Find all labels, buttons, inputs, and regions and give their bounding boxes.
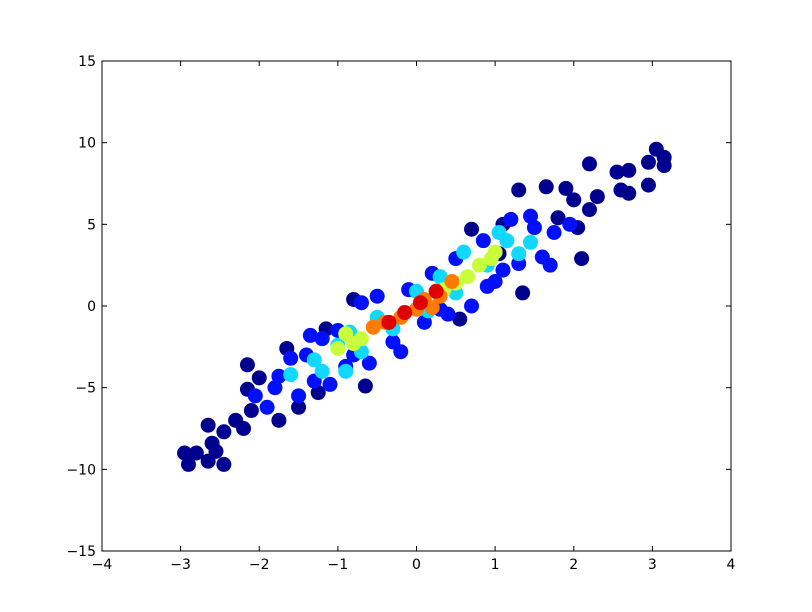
point — [526, 220, 542, 236]
point — [291, 399, 307, 415]
point — [621, 162, 637, 178]
point — [243, 403, 259, 419]
point — [471, 257, 487, 273]
point — [464, 298, 480, 314]
point — [511, 182, 527, 198]
y-tick-label: −15 — [66, 544, 96, 560]
point — [538, 179, 554, 195]
x-tick-label: 2 — [569, 557, 578, 573]
point — [314, 363, 330, 379]
x-tick-label: −4 — [92, 557, 113, 573]
x-tick-label: −2 — [249, 557, 270, 573]
y-tick-label: 15 — [78, 54, 96, 70]
point — [546, 225, 562, 240]
x-tick-label: 3 — [648, 557, 657, 573]
point — [464, 221, 480, 237]
point — [424, 300, 440, 316]
point — [236, 421, 252, 436]
point — [503, 211, 519, 227]
point — [271, 412, 287, 428]
x-tick-label: −1 — [328, 557, 349, 573]
y-tick-label: −10 — [66, 462, 96, 478]
point — [487, 244, 503, 260]
point — [180, 456, 196, 472]
point — [361, 355, 377, 371]
point — [283, 367, 299, 383]
point — [346, 336, 362, 352]
point — [523, 234, 539, 250]
x-tick-label: −3 — [170, 557, 191, 573]
point — [656, 158, 672, 174]
point — [251, 370, 267, 386]
point — [200, 417, 216, 433]
point — [314, 331, 330, 347]
point — [306, 352, 322, 368]
point — [558, 180, 574, 196]
point — [381, 314, 397, 330]
point — [511, 246, 527, 262]
point — [515, 285, 531, 301]
point — [188, 445, 204, 461]
point — [369, 288, 385, 304]
point — [456, 244, 472, 260]
point — [479, 278, 495, 294]
point — [310, 385, 326, 401]
point — [322, 376, 338, 392]
point — [452, 311, 468, 327]
y-tick-label: 5 — [87, 217, 96, 233]
point — [491, 225, 507, 240]
point — [177, 445, 193, 461]
point — [330, 340, 346, 356]
point — [283, 350, 299, 366]
point — [566, 192, 582, 208]
point — [581, 156, 597, 172]
point — [432, 269, 448, 285]
point — [393, 344, 409, 360]
point — [574, 251, 590, 267]
point — [428, 283, 444, 299]
point — [357, 378, 373, 394]
point — [475, 233, 491, 249]
x-tick-label: 1 — [491, 557, 500, 573]
y-tick-label: −5 — [75, 381, 96, 397]
point — [621, 185, 637, 201]
y-tick-label: 10 — [78, 136, 96, 152]
point — [609, 164, 625, 180]
point — [397, 305, 413, 321]
point — [412, 295, 428, 311]
x-tick-label: 4 — [727, 557, 736, 573]
point — [365, 319, 381, 335]
point — [259, 399, 275, 415]
point — [495, 262, 511, 278]
point — [640, 177, 656, 193]
y-tick-label: 0 — [87, 299, 96, 315]
x-tick-label: 0 — [412, 557, 421, 573]
point — [542, 257, 558, 273]
point — [338, 363, 354, 379]
plot-marks — [177, 141, 672, 472]
point — [302, 327, 318, 343]
point — [353, 295, 369, 311]
point — [271, 368, 287, 384]
point — [208, 443, 224, 459]
point — [581, 202, 597, 218]
point — [460, 269, 476, 285]
point — [444, 274, 460, 289]
point — [291, 388, 307, 404]
point — [562, 216, 578, 232]
point — [416, 314, 432, 330]
point — [247, 388, 263, 404]
point — [239, 357, 255, 373]
point — [216, 456, 232, 472]
point — [589, 189, 605, 205]
point — [640, 154, 656, 170]
point — [216, 424, 232, 440]
point — [267, 380, 283, 396]
point — [550, 210, 566, 226]
point — [523, 208, 539, 224]
